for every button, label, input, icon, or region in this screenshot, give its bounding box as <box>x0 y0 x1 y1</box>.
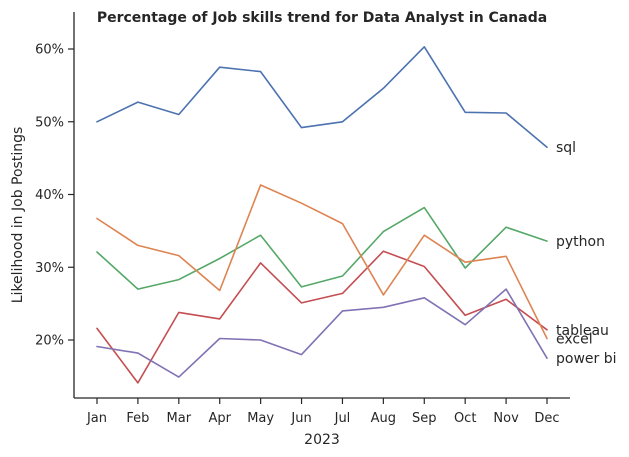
series-label-power-bi: power bi <box>556 351 617 367</box>
y-axis-ticks: 20% 30% 40% 50% 60% <box>35 43 74 349</box>
series-label-tableau: tableau <box>556 323 609 339</box>
x-tick-label: Oct <box>454 411 476 426</box>
series-label-python: python <box>556 234 605 250</box>
y-tick-label: 60% <box>35 43 64 58</box>
x-tick-label: Jun <box>290 411 311 426</box>
y-tick-label: 30% <box>35 261 64 276</box>
x-tick-label: Mar <box>167 411 192 426</box>
x-tick-label: Jul <box>334 411 351 426</box>
x-tick-label: Dec <box>534 411 559 426</box>
x-axis-label: 2023 <box>304 432 340 448</box>
series-label-sql: sql <box>556 140 576 156</box>
series-line-tableau <box>96 250 548 384</box>
chart-title: Percentage of Job skills trend for Data … <box>97 10 547 26</box>
x-tick-label: Jan <box>86 411 107 426</box>
series-line-python <box>96 206 548 290</box>
x-tick-label: Feb <box>126 411 149 426</box>
series-line-power-bi <box>96 288 548 378</box>
x-tick-label: Aug <box>371 411 396 426</box>
x-tick-label: Apr <box>208 411 231 426</box>
x-tick-label: May <box>247 411 274 426</box>
y-tick-label: 20% <box>35 334 64 349</box>
series-lines <box>96 45 548 384</box>
y-tick-label: 50% <box>35 115 64 130</box>
y-axis-label: Likelihood in Job Postings <box>10 127 26 304</box>
y-tick-label: 40% <box>35 188 64 203</box>
x-axis-ticks: Jan Feb Mar Apr May Jun Jul Aug Sep Oct Nov Dec <box>86 398 560 426</box>
x-tick-label: Sep <box>412 411 437 426</box>
series-line-excel <box>96 184 548 340</box>
series-line-sql <box>96 45 548 148</box>
series-label-excel: excel <box>556 332 593 348</box>
x-tick-label: Nov <box>493 411 519 426</box>
